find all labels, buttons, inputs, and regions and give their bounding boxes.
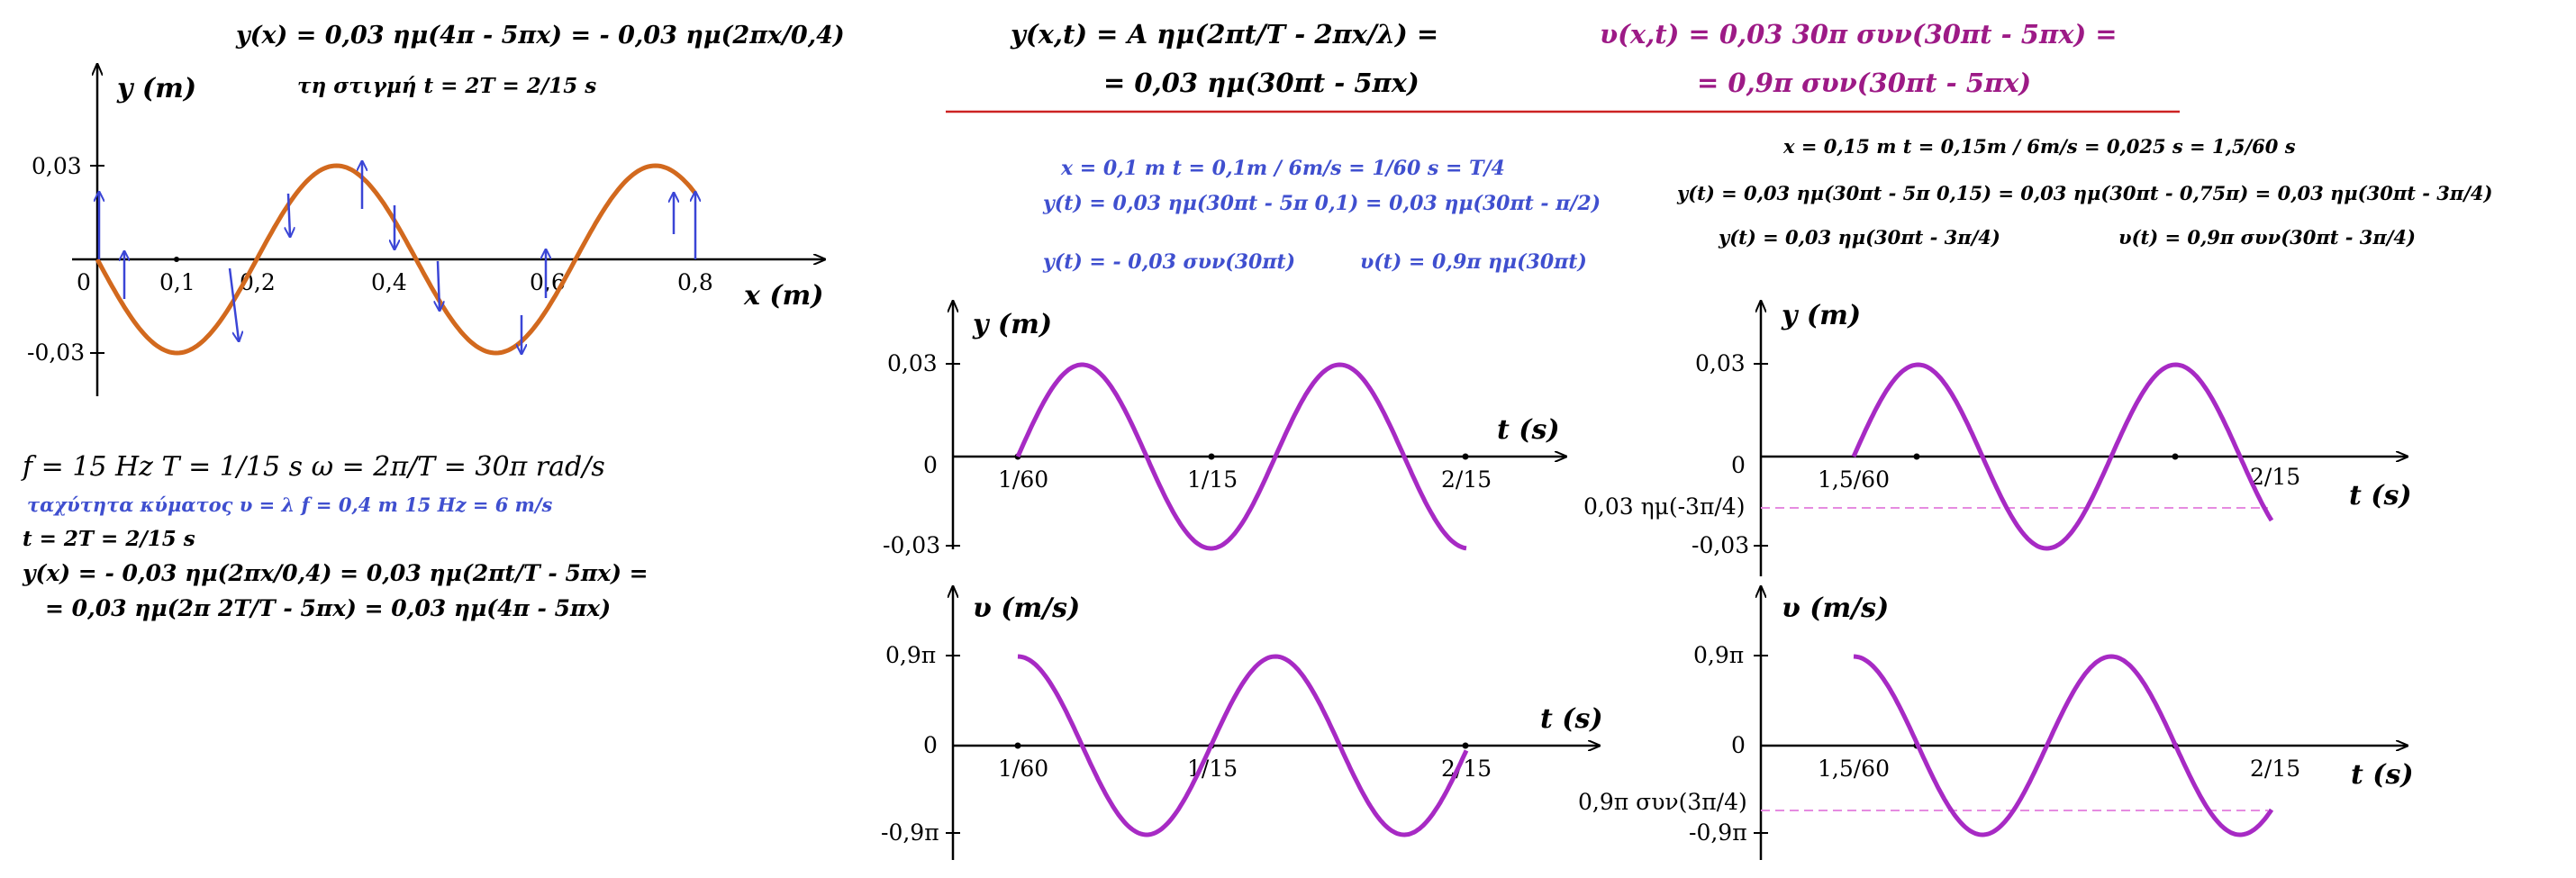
mid-eq-2: y(t) = 0,03 ημ(30πt - 5π 0,1) = 0,03 ημ(… bbox=[1042, 192, 1601, 215]
info-line-4: y(x) = - 0,03 ημ(2πx/0,4) = 0,03 ημ(2πt/… bbox=[22, 560, 649, 586]
left-instant-label: τη στιγμή t = 2T = 2/15 s bbox=[297, 74, 596, 98]
t-tick-label: 2/15 bbox=[1441, 756, 1492, 782]
y-tick-label: -0,03 bbox=[883, 532, 940, 558]
t-tick-label: 2/15 bbox=[1441, 466, 1492, 493]
info-line-1: f = 15 Hz T = 1/15 s ω = 2π/T = 30π rad/… bbox=[21, 451, 605, 483]
y-tick-label: 0 bbox=[1731, 452, 1746, 478]
right-eq-3b: υ(t) = 0,9π συν(30πt - 3π/4) bbox=[2118, 226, 2416, 249]
v-tick-label: -0,9π bbox=[1689, 819, 1747, 846]
right-velocity-graph: υ (m/s) t (s) 0,9π 0 -0,9π 0,9π συν(3π/4… bbox=[1578, 587, 2414, 860]
dash-value-label: 0,03 ημ(-3π/4) bbox=[1583, 493, 1745, 520]
velocity-equation-line-1: υ(x,t) = 0,03 30π συν(30πt - 5πx) = bbox=[1600, 19, 2118, 50]
v-axis-label: υ (m/s) bbox=[1782, 593, 1889, 624]
y-axis-label: y (m) bbox=[1781, 300, 1861, 331]
left-title-equation: y(x) = 0,03 ημ(4π - 5πx) = - 0,03 ημ(2πx… bbox=[235, 22, 845, 50]
y-tick-label: -0,03 bbox=[1692, 532, 1749, 558]
mid-displacement-graph: y (m) t (s) 0,03 0 -0,03 1/60 1/15 2/15 bbox=[883, 302, 1565, 558]
y-axis-label: y (m) bbox=[972, 309, 1052, 340]
wave-equation-line-1: y(x,t) = A ημ(2πt/T - 2πx/λ) = bbox=[1010, 19, 1438, 50]
v-tick-label: -0,9π bbox=[881, 819, 939, 846]
velocity-curve bbox=[1853, 654, 2274, 837]
mid-eq-1: x = 0,1 m t = 0,1m / 6m/s = 1/60 s = T/4 bbox=[1060, 157, 1505, 180]
velocity-arrows bbox=[99, 162, 695, 353]
t-tick-label: 1,5/60 bbox=[1818, 756, 1890, 782]
mid-eq-3b: υ(t) = 0,9π ημ(30πt) bbox=[1360, 250, 1587, 274]
t-tick-label: 1,5/60 bbox=[1818, 466, 1890, 493]
t-tick-label: 1/60 bbox=[998, 756, 1048, 782]
dash-value-label: 0,9π συν(3π/4) bbox=[1578, 789, 1747, 815]
t-tick-label: 1/15 bbox=[1187, 466, 1238, 493]
displacement-curve bbox=[1851, 362, 2274, 551]
x-tick-label: 0 bbox=[77, 269, 91, 295]
y-tick-label: 0,03 bbox=[32, 153, 82, 179]
v-tick-label: 0 bbox=[1731, 732, 1746, 758]
v-tick-label: 0,9π bbox=[1693, 642, 1744, 668]
x-axis-label: x (m) bbox=[743, 280, 823, 312]
y-axis-label: y (m) bbox=[116, 73, 196, 104]
t-tick-label: 1/60 bbox=[998, 466, 1048, 493]
info-line-3: t = 2T = 2/15 s bbox=[23, 527, 195, 551]
t-axis-label: t (s) bbox=[1540, 703, 1603, 735]
t-axis-label: t (s) bbox=[2351, 759, 2414, 791]
y-tick-label: 0 bbox=[923, 452, 938, 478]
x-tick-label: 0,8 bbox=[677, 269, 713, 295]
right-displacement-graph: y (m) t (s) 0,03 0 -0,03 0,03 ημ(-3π/4) … bbox=[1583, 300, 2412, 576]
wave-curve bbox=[95, 163, 697, 356]
y-tick-label: 0,03 bbox=[1695, 350, 1746, 376]
wave-equation-line-2: = 0,03 ημ(30πt - 5πx) bbox=[1103, 68, 1420, 98]
velocity-curve bbox=[1017, 654, 1469, 837]
mid-eq-3a: y(t) = - 0,03 συν(30πt) bbox=[1042, 250, 1295, 274]
v-axis-label: υ (m/s) bbox=[973, 593, 1080, 624]
right-eq-3a: y(t) = 0,03 ημ(30πt - 3π/4) bbox=[1718, 226, 2000, 249]
velocity-equation-line-2: = 0,9π συν(30πt - 5πx) bbox=[1697, 68, 2031, 98]
info-line-5: = 0,03 ημ(2π 2T/T - 5πx) = 0,03 ημ(4π - … bbox=[45, 595, 611, 621]
t-axis-label: t (s) bbox=[1497, 414, 1560, 446]
y-tick-label: -0,03 bbox=[27, 339, 85, 366]
left-spatial-graph: y (m) x (m) 0,03 -0,03 0 0,1 0,2 0,4 0,6… bbox=[27, 65, 824, 396]
mid-velocity-graph: υ (m/s) t (s) 0,9π 0 -0,9π 1/60 1/15 2/1… bbox=[881, 587, 1603, 860]
v-tick-label: 0,9π bbox=[885, 642, 936, 668]
right-eq-2: y(t) = 0,03 ημ(30πt - 5π 0,15) = 0,03 ημ… bbox=[1676, 182, 2492, 204]
right-eq-1: x = 0,15 m t = 0,15m / 6m/s = 0,025 s = … bbox=[1782, 135, 2296, 158]
v-tick-label: 0 bbox=[923, 732, 938, 758]
x-tick-label: 0,4 bbox=[371, 269, 407, 295]
t-tick-label: 2/15 bbox=[2250, 464, 2300, 490]
t-tick-label: 2/15 bbox=[2250, 756, 2300, 782]
t-axis-label: t (s) bbox=[2349, 480, 2412, 511]
displacement-curve bbox=[1015, 362, 1467, 551]
x-tick-label: 0,1 bbox=[159, 269, 195, 295]
y-tick-label: 0,03 bbox=[887, 350, 938, 376]
info-line-2: ταχύτητα κύματος υ = λ f = 0,4 m 15 Hz =… bbox=[27, 493, 553, 516]
